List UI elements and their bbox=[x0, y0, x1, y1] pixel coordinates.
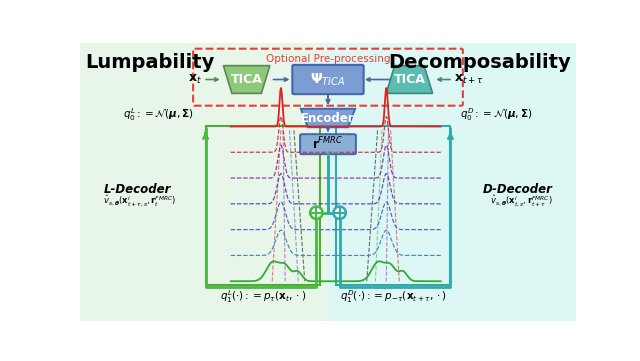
Text: $\mathbf{x}_t$: $\mathbf{x}_t$ bbox=[188, 73, 202, 86]
Bar bbox=[80, 43, 328, 321]
Text: $\hat{v}_{s,\boldsymbol{\theta}}(\mathbf{x}^i_{t+\tau,s},\mathbf{r}_t^{FMRC})$: $\hat{v}_{s,\boldsymbol{\theta}}(\mathbf… bbox=[103, 193, 177, 208]
Text: $q_1^D(\cdot):=p_{-\tau}(\mathbf{x}_{t+\tau},\cdot)$: $q_1^D(\cdot):=p_{-\tau}(\mathbf{x}_{t+\… bbox=[340, 288, 447, 305]
Text: D-Decoder: D-Decoder bbox=[483, 183, 553, 196]
Polygon shape bbox=[223, 66, 270, 93]
Text: Lumpability: Lumpability bbox=[85, 53, 215, 71]
Polygon shape bbox=[386, 66, 433, 93]
Circle shape bbox=[333, 206, 346, 219]
FancyBboxPatch shape bbox=[292, 65, 364, 94]
Text: Decomposability: Decomposability bbox=[388, 53, 571, 71]
Text: Optional Pre-processing: Optional Pre-processing bbox=[266, 54, 390, 64]
Text: $\boldsymbol{\Psi}_{TICA}$: $\boldsymbol{\Psi}_{TICA}$ bbox=[310, 71, 346, 88]
Bar bbox=[205, 126, 320, 285]
FancyBboxPatch shape bbox=[300, 134, 356, 154]
Text: $\mathbf{r}^{FMRC}$: $\mathbf{r}^{FMRC}$ bbox=[312, 136, 344, 152]
Text: $q_0^D:=\mathcal{N}(\boldsymbol{\mu},\boldsymbol{\Sigma})$: $q_0^D:=\mathcal{N}(\boldsymbol{\mu},\bo… bbox=[460, 106, 532, 123]
Bar bbox=[328, 43, 576, 321]
Text: TICA: TICA bbox=[230, 73, 262, 86]
Text: Encoder: Encoder bbox=[301, 112, 355, 125]
Text: L-Decoder: L-Decoder bbox=[103, 183, 171, 196]
Text: $q_0^L:=\mathcal{N}(\boldsymbol{\mu},\boldsymbol{\Sigma})$: $q_0^L:=\mathcal{N}(\boldsymbol{\mu},\bo… bbox=[123, 106, 193, 123]
Text: $\mathbf{x}_{t+\tau}$: $\mathbf{x}_{t+\tau}$ bbox=[454, 73, 484, 86]
Polygon shape bbox=[301, 109, 355, 127]
Text: $\hat{v}_{s,\boldsymbol{\theta}}(\mathbf{x}^i_{t,s},\mathbf{r}_{t+\tau}^{FMRC})$: $\hat{v}_{s,\boldsymbol{\theta}}(\mathbf… bbox=[490, 193, 553, 208]
Text: $q_1^L(\cdot):=p_{\tau}(\mathbf{x}_t,\cdot)$: $q_1^L(\cdot):=p_{\tau}(\mathbf{x}_t,\cd… bbox=[220, 288, 306, 305]
Text: TICA: TICA bbox=[394, 73, 426, 86]
Bar bbox=[336, 126, 451, 285]
Circle shape bbox=[310, 206, 323, 219]
